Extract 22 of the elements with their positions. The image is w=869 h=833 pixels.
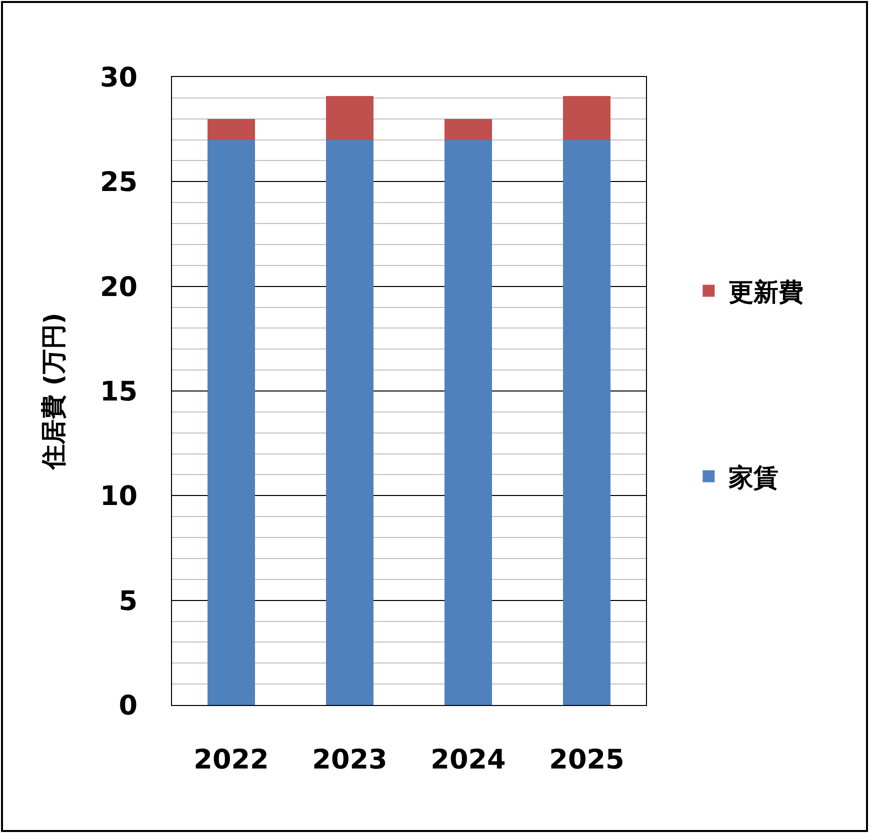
x-tick-label: 2022 — [194, 744, 269, 776]
bar — [208, 140, 255, 705]
y-tick-label: 30 — [100, 62, 138, 94]
y-axis-title: 住居費 (万円) — [38, 312, 68, 470]
y-tick-label: 10 — [100, 481, 138, 512]
x-tick-label: 2023 — [312, 744, 388, 776]
bar — [444, 118, 492, 140]
y-tick-label: 15 — [100, 376, 138, 408]
legend-label: 家賃 — [728, 463, 779, 492]
x-tick-label: 2024 — [430, 744, 506, 776]
y-tick-label: 5 — [118, 586, 138, 617]
bar — [563, 140, 610, 705]
bar — [563, 96, 610, 140]
bar — [444, 140, 492, 705]
y-tick-label: 25 — [100, 167, 138, 198]
bar — [326, 140, 374, 705]
legend-label: 更新費 — [728, 278, 804, 306]
bar — [208, 118, 255, 140]
y-tick-label: 0 — [118, 690, 138, 722]
y-tick-label: 20 — [100, 272, 138, 303]
bar — [326, 96, 374, 140]
x-tick-label: 2025 — [549, 744, 624, 776]
